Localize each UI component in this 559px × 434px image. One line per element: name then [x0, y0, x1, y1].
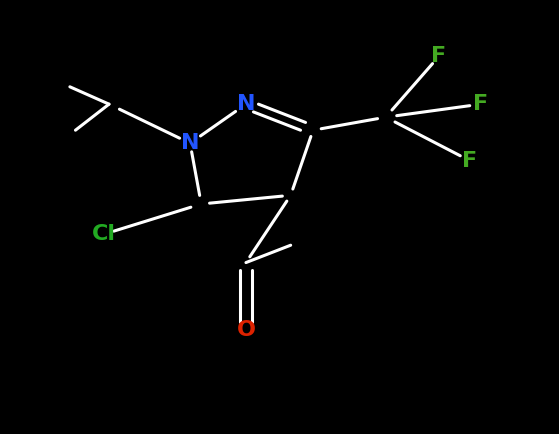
Text: F: F — [473, 94, 489, 114]
Text: O: O — [236, 320, 255, 340]
Text: F: F — [431, 46, 447, 66]
Text: N: N — [236, 94, 255, 114]
Text: N: N — [181, 133, 200, 153]
Text: Cl: Cl — [92, 224, 115, 244]
Text: F: F — [462, 151, 477, 171]
